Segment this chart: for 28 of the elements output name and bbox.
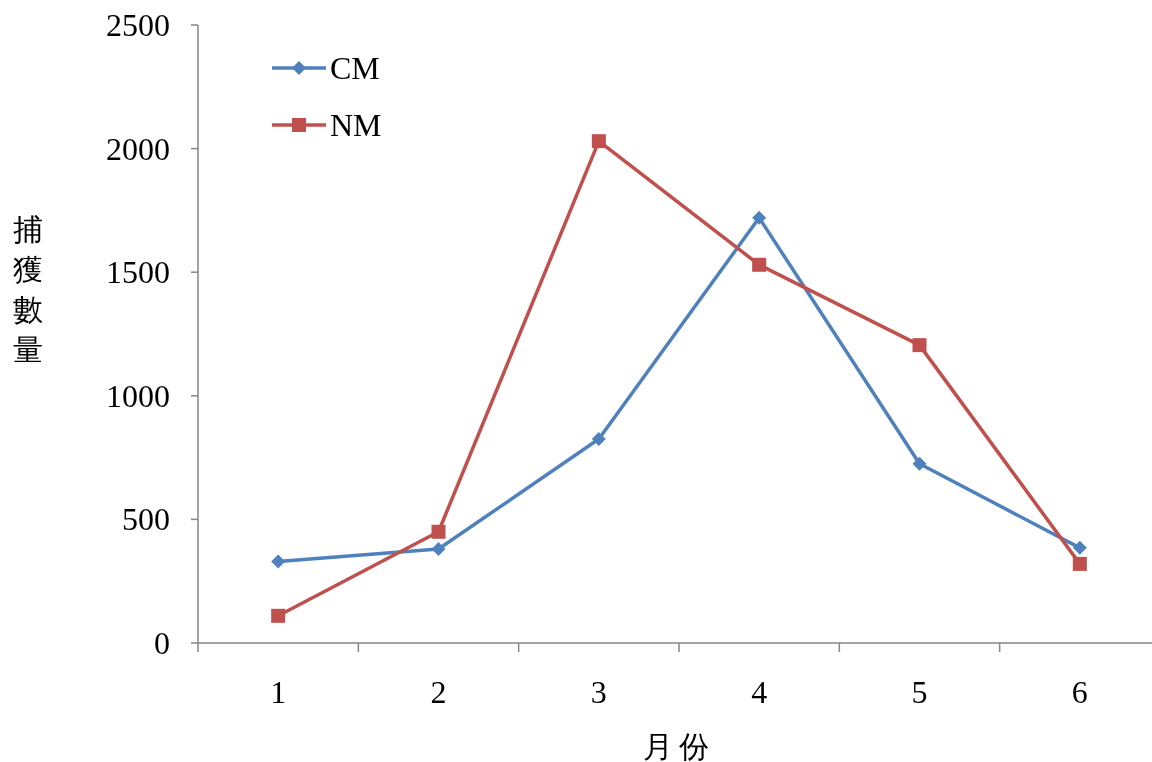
y-tick-label: 2500 bbox=[106, 7, 170, 43]
point bbox=[591, 432, 606, 447]
x-axis-title: 月份 bbox=[643, 730, 715, 762]
point bbox=[431, 524, 446, 539]
point bbox=[431, 542, 446, 557]
point bbox=[271, 554, 286, 569]
point bbox=[591, 134, 606, 149]
point bbox=[752, 210, 767, 225]
y-axis-title: 捕獲數量 bbox=[13, 213, 43, 366]
y-tick-label: 500 bbox=[122, 501, 170, 538]
legend-label: NM bbox=[330, 107, 382, 143]
point bbox=[912, 338, 927, 353]
point bbox=[271, 608, 286, 623]
point bbox=[1072, 540, 1087, 555]
x-tick-label: 6 bbox=[1071, 674, 1088, 710]
x-tick-label: 1 bbox=[270, 674, 287, 710]
x-tick-label: 3 bbox=[590, 674, 607, 710]
x-tick-label: 4 bbox=[751, 674, 768, 710]
point bbox=[752, 257, 767, 272]
y-tick-label: 2000 bbox=[106, 130, 170, 167]
point bbox=[1072, 556, 1087, 571]
point bbox=[912, 456, 927, 471]
y-tick-label: 1000 bbox=[106, 377, 170, 414]
y-tick-label: 0 bbox=[154, 625, 170, 661]
x-tick-label: 5 bbox=[911, 674, 928, 710]
y-tick-label: 1500 bbox=[106, 254, 170, 291]
legend-label: CM bbox=[330, 50, 380, 86]
x-tick-label: 2 bbox=[430, 674, 447, 710]
